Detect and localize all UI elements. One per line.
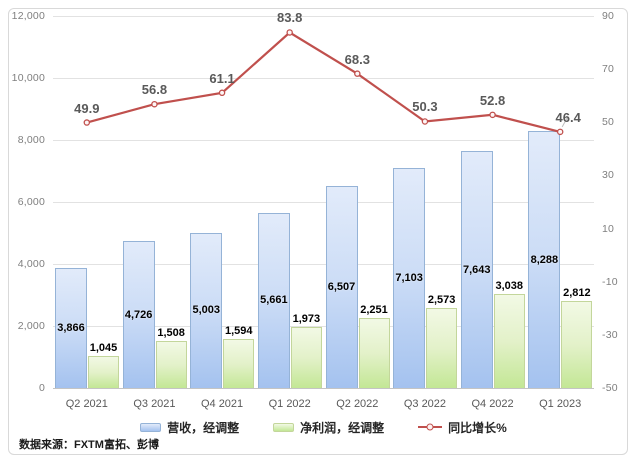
revenue-bar-value-label: 3,866 bbox=[57, 322, 85, 335]
y2-axis-tick-label: 90 bbox=[602, 10, 615, 22]
y-axis-tick-label: 8,000 bbox=[17, 134, 45, 146]
y2-axis-tick-label: 70 bbox=[602, 63, 615, 76]
x-axis-line bbox=[53, 387, 594, 389]
yoy-point-marker bbox=[83, 119, 91, 126]
profit-bar bbox=[561, 300, 593, 388]
revenue-bar-value-label: 7,643 bbox=[462, 263, 491, 276]
y-axis-left: 0 2,000 4,000 6,000 8,000 10,000 12,000 bbox=[9, 10, 49, 394]
revenue-bar-value-label: 4,726 bbox=[124, 308, 153, 321]
y-axis-tick-label: 2,000 bbox=[17, 320, 45, 332]
y-axis-right: -50 -30 -10 10 30 50 70 90 bbox=[594, 10, 628, 394]
yoy-point-marker bbox=[218, 89, 226, 97]
yoy-point-label: 49.9 bbox=[74, 100, 100, 116]
profit-bar bbox=[426, 308, 458, 388]
revenue-bar bbox=[325, 186, 358, 388]
profit-bar-value-label: 1,973 bbox=[292, 312, 321, 325]
profit-bar bbox=[493, 293, 525, 388]
revenue-bar bbox=[393, 167, 426, 388]
yoy-label-leader-line bbox=[561, 117, 568, 128]
profit-bar bbox=[88, 355, 119, 388]
profit-bar-value-label: 1,508 bbox=[157, 327, 185, 340]
y2-axis-tick-label: 10 bbox=[602, 222, 615, 235]
yoy-line bbox=[86, 31, 561, 133]
y-axis-tick-label: 12,000 bbox=[11, 10, 45, 22]
y-axis-tick-label: 0 bbox=[38, 382, 45, 394]
yoy-line-swatch-icon bbox=[418, 423, 443, 431]
gridline bbox=[53, 325, 594, 327]
profit-swatch-icon bbox=[273, 422, 295, 432]
revenue-bar bbox=[122, 241, 155, 388]
profit-bar bbox=[358, 318, 390, 388]
y2-axis-tick-label: -30 bbox=[602, 328, 618, 341]
y-axis-tick-label: 10,000 bbox=[11, 72, 45, 84]
yoy-point-marker bbox=[151, 100, 158, 108]
legend-item-revenue: 营收，经调整 bbox=[140, 419, 239, 436]
gridline bbox=[53, 263, 594, 265]
profit-bar-value-label: 3,038 bbox=[495, 279, 524, 292]
y2-axis-tick-label: 50 bbox=[602, 116, 615, 129]
legend: 营收，经调整 净利润，经调整 同比增长% bbox=[53, 419, 594, 435]
yoy-point-label: 56.8 bbox=[141, 82, 168, 98]
gridline bbox=[53, 201, 594, 203]
legend-label-profit: 净利润，经调整 bbox=[300, 420, 385, 435]
y2-axis-tick-label: 30 bbox=[602, 169, 615, 182]
revenue-bar bbox=[528, 131, 561, 388]
revenue-bar-value-label: 5,661 bbox=[260, 294, 288, 307]
plot-area: 3,866 1,045 4,726 1,508 5,003 1,594 5,661 1,973… bbox=[53, 10, 594, 389]
revenue-bar bbox=[190, 232, 223, 388]
legend-label-yoy: 同比增长% bbox=[448, 420, 507, 435]
profit-bar bbox=[155, 341, 187, 388]
chart-frame: 3,866 1,045 4,726 1,508 5,003 1,594 5,661 1,973… bbox=[8, 8, 628, 455]
y2-axis-tick-label: -50 bbox=[602, 382, 618, 394]
y2-axis-tick-label: -10 bbox=[602, 275, 618, 288]
profit-bar-value-label: 2,251 bbox=[360, 304, 388, 317]
x-axis-category-label: Q3 2022 bbox=[403, 398, 447, 410]
x-axis-category-label: Q2 2021 bbox=[65, 398, 108, 410]
legend-item-yoy: 同比增长% bbox=[418, 419, 507, 436]
revenue-swatch-icon bbox=[140, 422, 162, 432]
profit-bar-value-label: 2,573 bbox=[427, 294, 456, 307]
revenue-bar bbox=[460, 151, 493, 388]
source-note: 数据来源：FXTM富拓、彭博 bbox=[19, 439, 159, 451]
x-axis-category-label: Q1 2022 bbox=[268, 398, 311, 410]
yoy-marker-icon bbox=[426, 423, 434, 431]
x-axis: Q2 2021 Q3 2021 Q4 2021 Q1 2022 Q2 2022 Q3 20… bbox=[53, 396, 594, 410]
x-axis-category-label: Q4 2022 bbox=[471, 398, 514, 410]
yoy-point-marker bbox=[421, 118, 429, 125]
gridline bbox=[53, 15, 594, 17]
yoy-point-marker bbox=[354, 70, 361, 77]
revenue-bar-value-label: 7,103 bbox=[395, 271, 423, 284]
y-axis-tick-label: 4,000 bbox=[17, 258, 45, 270]
profit-bar-value-label: 1,045 bbox=[89, 341, 118, 354]
yoy-point-label: 61.1 bbox=[209, 70, 235, 86]
gridline bbox=[53, 77, 594, 79]
y-axis-tick-label: 6,000 bbox=[17, 196, 45, 208]
profit-bar bbox=[290, 326, 322, 388]
yoy-point-label: 68.3 bbox=[344, 51, 370, 67]
profit-bar bbox=[223, 338, 255, 388]
x-axis-category-label: Q1 2023 bbox=[539, 398, 582, 410]
yoy-point-marker bbox=[286, 29, 293, 36]
revenue-bar-value-label: 5,003 bbox=[192, 304, 221, 317]
yoy-point-label: 52.8 bbox=[479, 92, 506, 108]
legend-item-profit: 净利润，经调整 bbox=[273, 419, 384, 436]
yoy-line-layer bbox=[83, 29, 568, 136]
revenue-bar bbox=[257, 212, 290, 388]
yoy-point-marker bbox=[489, 111, 496, 119]
x-axis-category-label: Q2 2022 bbox=[336, 398, 379, 410]
x-axis-category-label: Q4 2021 bbox=[200, 398, 244, 410]
revenue-bar-value-label: 8,288 bbox=[530, 253, 559, 266]
revenue-bar-value-label: 6,507 bbox=[327, 281, 356, 294]
gridline bbox=[53, 139, 594, 141]
yoy-point-label: 46.4 bbox=[555, 109, 581, 125]
legend-label-revenue: 营收，经调整 bbox=[167, 420, 240, 435]
profit-bar-value-label: 1,594 bbox=[224, 324, 253, 337]
yoy-point-label: 83.8 bbox=[277, 10, 303, 26]
yoy-point-marker bbox=[556, 128, 564, 136]
revenue-bar bbox=[55, 268, 87, 388]
yoy-point-label: 50.3 bbox=[412, 99, 438, 115]
profit-bar-value-label: 2,812 bbox=[563, 286, 591, 299]
x-axis-category-label: Q3 2021 bbox=[133, 398, 176, 410]
